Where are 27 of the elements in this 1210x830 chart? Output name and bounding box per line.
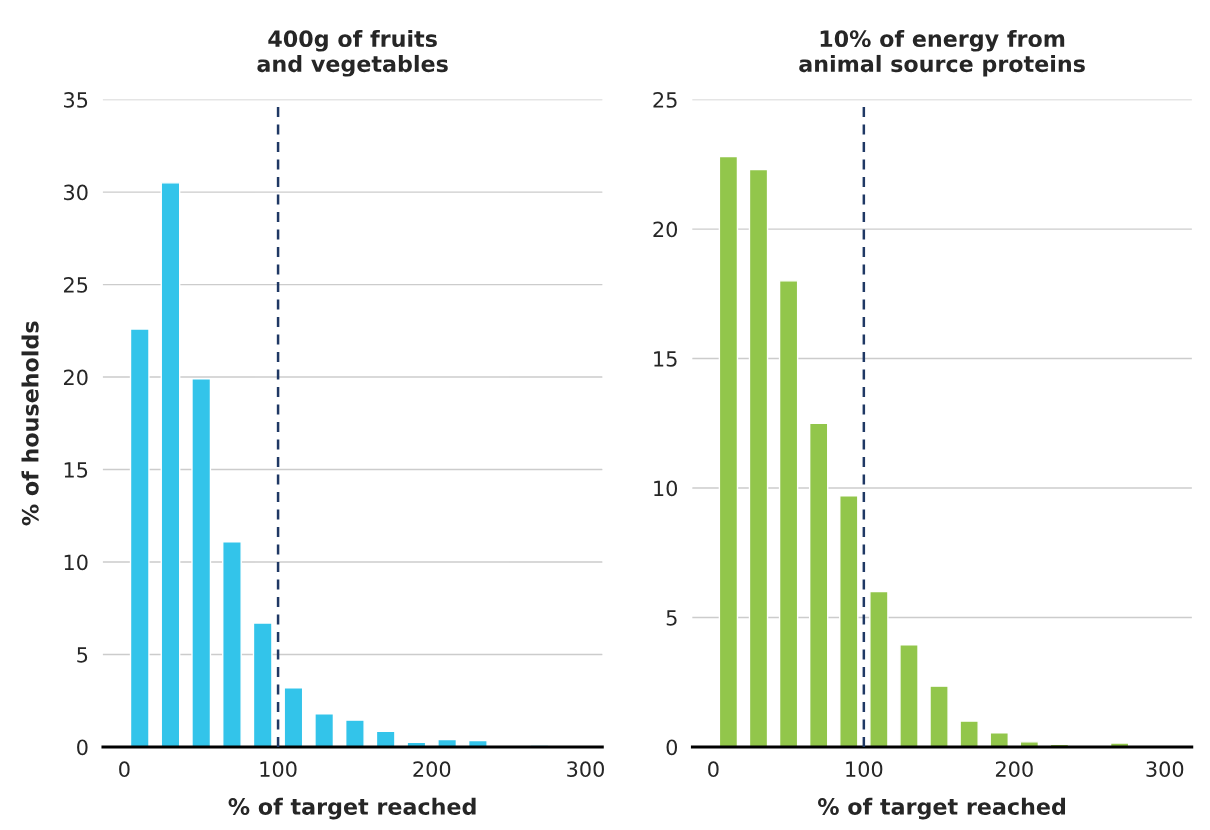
x-tick-label: 100 xyxy=(846,761,883,778)
y-tick-label: 10 xyxy=(654,480,678,497)
x-tick-label: 100 xyxy=(260,761,297,778)
x-tick-label: 0 xyxy=(119,761,130,778)
y-tick-label: 25 xyxy=(63,277,88,293)
x-tick-label: 0 xyxy=(708,761,719,778)
y-tick-label: 25 xyxy=(653,92,677,108)
y-tick-label: 15 xyxy=(654,351,677,367)
y-tick-label: 20 xyxy=(63,369,88,386)
y-tick-label: 20 xyxy=(653,221,678,238)
chart-title: 400g of fruits and vegetables xyxy=(257,29,448,77)
y-tick-label: 10 xyxy=(64,554,88,571)
y-tick-label: 5 xyxy=(666,610,677,626)
x-tick-label: 300 xyxy=(1146,761,1184,778)
x-tick-label: 200 xyxy=(995,761,1033,778)
y-tick-label: 35 xyxy=(64,92,88,108)
y-tick-label: 15 xyxy=(64,462,88,478)
x-axis-title: % of target reached xyxy=(228,797,476,820)
y-tick-label: 0 xyxy=(666,739,678,756)
x-tick-label: 300 xyxy=(567,761,604,778)
y-tick-label: 0 xyxy=(77,739,88,756)
y-axis-title: % of households xyxy=(21,321,39,526)
x-axis-title: % of target reached xyxy=(818,797,1066,820)
y-tick-label: 5 xyxy=(77,647,88,663)
x-tick-label: 200 xyxy=(413,761,451,778)
y-tick-label: 30 xyxy=(64,184,88,201)
chart-title: 10% of energy from animal source proteins xyxy=(799,29,1085,77)
